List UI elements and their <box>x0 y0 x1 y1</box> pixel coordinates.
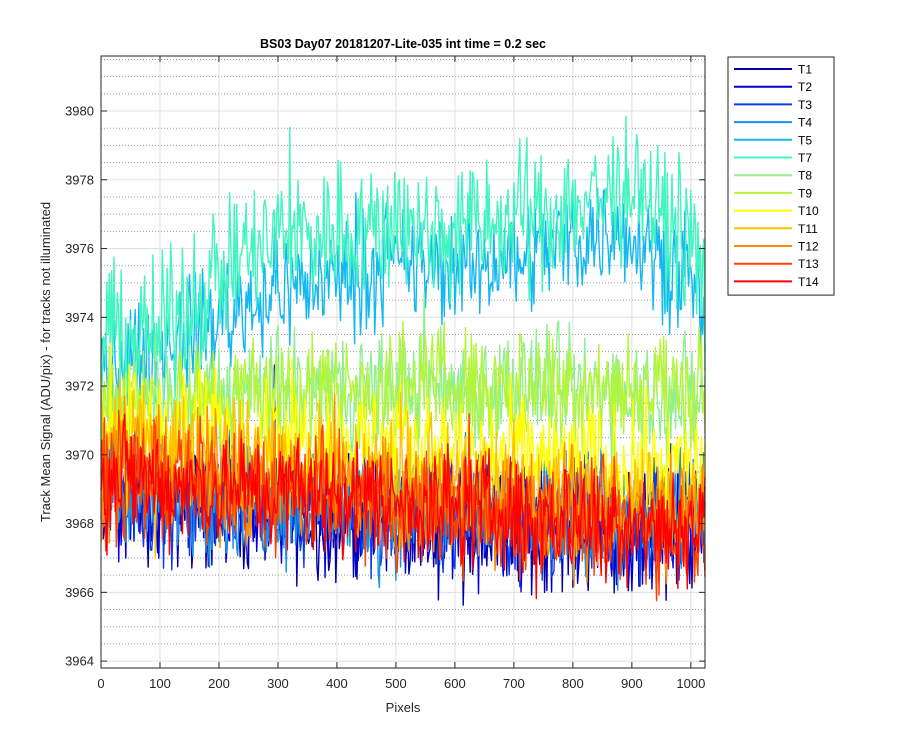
legend-label-t4: T4 <box>798 116 812 130</box>
legend-label-t9: T9 <box>798 186 812 200</box>
x-tick-label: 500 <box>385 676 407 691</box>
legend-label-t1: T1 <box>798 63 812 77</box>
y-tick-label: 3980 <box>65 104 94 119</box>
plot-series <box>100 115 706 606</box>
x-axis-label: Pixels <box>386 700 421 715</box>
y-tick-label: 3976 <box>65 241 94 256</box>
y-tick-label: 3972 <box>65 379 94 394</box>
x-tick-label: 300 <box>267 676 289 691</box>
legend-label-t8: T8 <box>798 169 812 183</box>
x-tick-label: 400 <box>326 676 348 691</box>
y-tick-label: 3978 <box>65 172 94 187</box>
legend: T1 T2 T3 T4 T5 T7 T8 T9 T10 T11 T12 T13 T14 <box>727 56 835 296</box>
x-tick-label: 900 <box>621 676 643 691</box>
y-tick-label: 3974 <box>65 310 94 325</box>
x-tick-label: 600 <box>444 676 466 691</box>
x-tick-label: 100 <box>149 676 171 691</box>
y-axis-label: Track Mean Signal (ADU/pix) - for tracks… <box>38 202 53 522</box>
chart-title: BS03 Day07 20181207-Lite-035 int time = … <box>260 37 546 51</box>
series-t14-line <box>100 413 706 600</box>
y-tick-label: 3966 <box>65 585 94 600</box>
legend-label-t10: T10 <box>798 204 819 218</box>
series-t12-line <box>100 394 706 587</box>
axes-box <box>100 55 706 669</box>
legend-label-t2: T2 <box>798 80 812 94</box>
series-t7-line <box>100 115 706 415</box>
series-t9-line <box>100 320 706 483</box>
axes: 0 100 200 300 400 500 600 700 800 900 1000 3964 3966… <box>65 55 706 691</box>
x-tick-label: 200 <box>208 676 230 691</box>
y-tick-label: 3968 <box>65 516 94 531</box>
legend-label-t7: T7 <box>798 151 812 165</box>
legend-label-t11: T11 <box>798 222 818 236</box>
x-tick-label: 700 <box>503 676 525 691</box>
y-tick-label: 3964 <box>65 654 94 669</box>
x-tick-label: 0 <box>97 676 104 691</box>
legend-label-t12: T12 <box>798 240 819 254</box>
y-tick-label: 3970 <box>65 447 94 462</box>
legend-label-t5: T5 <box>798 133 812 147</box>
legend-label-t14: T14 <box>798 275 819 289</box>
legend-label-t13: T13 <box>798 257 819 271</box>
x-tick-label: 1000 <box>676 676 705 691</box>
legend-label-t3: T3 <box>798 98 812 112</box>
x-tick-label: 800 <box>562 676 584 691</box>
